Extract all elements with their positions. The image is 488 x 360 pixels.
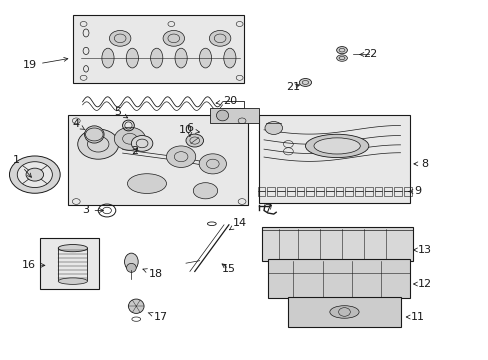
Ellipse shape xyxy=(199,48,211,68)
Circle shape xyxy=(17,162,52,188)
Bar xyxy=(345,187,352,191)
Circle shape xyxy=(9,156,60,193)
Bar xyxy=(257,187,265,191)
Bar xyxy=(267,259,409,298)
Circle shape xyxy=(26,168,43,181)
Circle shape xyxy=(109,31,131,46)
Ellipse shape xyxy=(336,55,346,61)
Ellipse shape xyxy=(127,174,166,193)
Bar xyxy=(288,297,400,327)
Bar xyxy=(316,192,324,196)
Circle shape xyxy=(209,31,230,46)
Bar xyxy=(316,187,324,191)
Bar xyxy=(384,192,391,196)
Bar xyxy=(403,192,411,196)
Text: 1: 1 xyxy=(13,155,31,177)
Circle shape xyxy=(199,154,226,174)
Bar xyxy=(286,187,294,191)
Bar xyxy=(306,187,314,191)
Ellipse shape xyxy=(224,48,236,68)
Bar xyxy=(325,192,333,196)
Bar xyxy=(335,192,343,196)
Bar xyxy=(40,238,99,289)
Text: 9: 9 xyxy=(407,186,420,197)
Ellipse shape xyxy=(175,48,187,68)
Bar xyxy=(374,187,382,191)
Bar xyxy=(277,192,285,196)
Text: 21: 21 xyxy=(285,82,300,92)
Bar xyxy=(261,227,412,261)
Text: 10: 10 xyxy=(179,125,199,135)
Ellipse shape xyxy=(299,78,311,86)
Ellipse shape xyxy=(216,110,228,121)
Bar xyxy=(393,192,401,196)
Bar xyxy=(345,192,352,196)
Bar xyxy=(267,187,275,191)
Text: 7: 7 xyxy=(264,204,271,215)
Text: 20: 20 xyxy=(216,96,237,106)
Bar xyxy=(210,108,259,123)
Bar xyxy=(364,187,372,191)
Bar xyxy=(68,116,248,205)
Bar xyxy=(257,192,265,196)
Circle shape xyxy=(78,129,119,159)
Bar xyxy=(267,192,275,196)
Circle shape xyxy=(264,122,282,134)
Ellipse shape xyxy=(336,46,346,54)
Bar xyxy=(296,192,304,196)
Text: 13: 13 xyxy=(413,245,431,255)
Bar xyxy=(393,187,401,191)
Text: 14: 14 xyxy=(229,218,246,230)
Text: 22: 22 xyxy=(359,49,377,59)
Text: 16: 16 xyxy=(22,260,45,270)
Text: 4: 4 xyxy=(73,120,85,130)
Bar xyxy=(259,116,409,203)
Text: 3: 3 xyxy=(82,206,103,216)
Circle shape xyxy=(131,135,153,151)
Ellipse shape xyxy=(329,306,358,318)
Bar xyxy=(354,192,362,196)
Text: 8: 8 xyxy=(413,159,427,169)
Text: 6: 6 xyxy=(186,123,193,136)
Bar xyxy=(374,192,382,196)
Ellipse shape xyxy=(193,183,217,199)
Text: 15: 15 xyxy=(222,264,235,274)
Bar xyxy=(354,187,362,191)
Bar xyxy=(286,192,294,196)
Text: 18: 18 xyxy=(142,269,163,279)
Ellipse shape xyxy=(126,48,138,68)
Ellipse shape xyxy=(102,48,114,68)
Text: 5: 5 xyxy=(114,107,127,118)
Ellipse shape xyxy=(124,253,138,270)
Bar xyxy=(306,192,314,196)
Text: 12: 12 xyxy=(413,279,431,289)
Circle shape xyxy=(185,134,203,147)
Bar xyxy=(335,187,343,191)
Ellipse shape xyxy=(58,244,87,252)
Ellipse shape xyxy=(313,138,360,154)
Bar xyxy=(296,187,304,191)
Ellipse shape xyxy=(58,278,87,284)
Bar xyxy=(364,192,372,196)
Text: 11: 11 xyxy=(406,312,424,322)
Ellipse shape xyxy=(126,264,136,273)
Ellipse shape xyxy=(150,48,163,68)
Circle shape xyxy=(163,31,184,46)
Ellipse shape xyxy=(305,134,368,158)
Text: 19: 19 xyxy=(23,58,68,70)
Bar xyxy=(73,15,244,83)
Text: 2: 2 xyxy=(131,146,138,156)
Bar xyxy=(277,187,285,191)
Circle shape xyxy=(114,127,145,150)
Ellipse shape xyxy=(128,299,144,314)
Text: 17: 17 xyxy=(148,312,167,322)
Ellipse shape xyxy=(84,126,104,143)
Bar xyxy=(403,187,411,191)
Bar xyxy=(384,187,391,191)
Bar xyxy=(325,187,333,191)
Circle shape xyxy=(166,146,195,167)
